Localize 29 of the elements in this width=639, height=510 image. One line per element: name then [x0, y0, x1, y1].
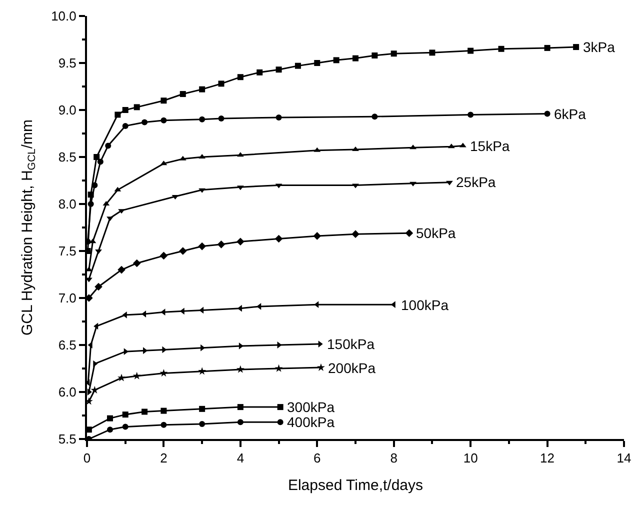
series-label: 400kPa — [287, 414, 335, 430]
series-label: 25kPa — [456, 174, 496, 190]
x-tick-label: 8 — [390, 450, 398, 466]
series-label: 150kPa — [327, 336, 375, 352]
series-label: 100kPa — [401, 297, 449, 313]
series-label: 15kPa — [470, 138, 510, 154]
x-tick-label: 4 — [236, 450, 244, 466]
series-label: 6kPa — [554, 106, 586, 122]
x-tick-label: 6 — [314, 450, 321, 466]
x-tick-label: 12 — [540, 450, 555, 466]
x-tick-label: 0 — [83, 450, 91, 466]
y-tick-label: 6.5 — [58, 338, 76, 353]
y-tick-label: 9.5 — [58, 56, 76, 71]
series-label: 200kPa — [328, 360, 376, 376]
series-label: 50kPa — [416, 225, 456, 241]
y-tick-label: 7.0 — [58, 290, 76, 306]
y-tick-label: 6.0 — [58, 384, 76, 400]
series-label: 300kPa — [287, 399, 335, 415]
y-tick-label: 7.5 — [58, 244, 76, 259]
x-tick-label: 10 — [463, 450, 478, 466]
y-tick-label: 5.5 — [58, 432, 76, 447]
x-tick-label: 14 — [616, 450, 632, 466]
y-tick-label: 10.0 — [51, 8, 76, 24]
series-label: 3kPa — [583, 39, 616, 55]
y-tick-label: 8.0 — [58, 196, 76, 212]
x-tick-label: 2 — [160, 450, 168, 466]
y-tick-label: 9.0 — [58, 102, 76, 118]
y-tick-label: 8.5 — [58, 150, 76, 165]
x-axis-title: Elapsed Time,t/days — [288, 477, 424, 494]
